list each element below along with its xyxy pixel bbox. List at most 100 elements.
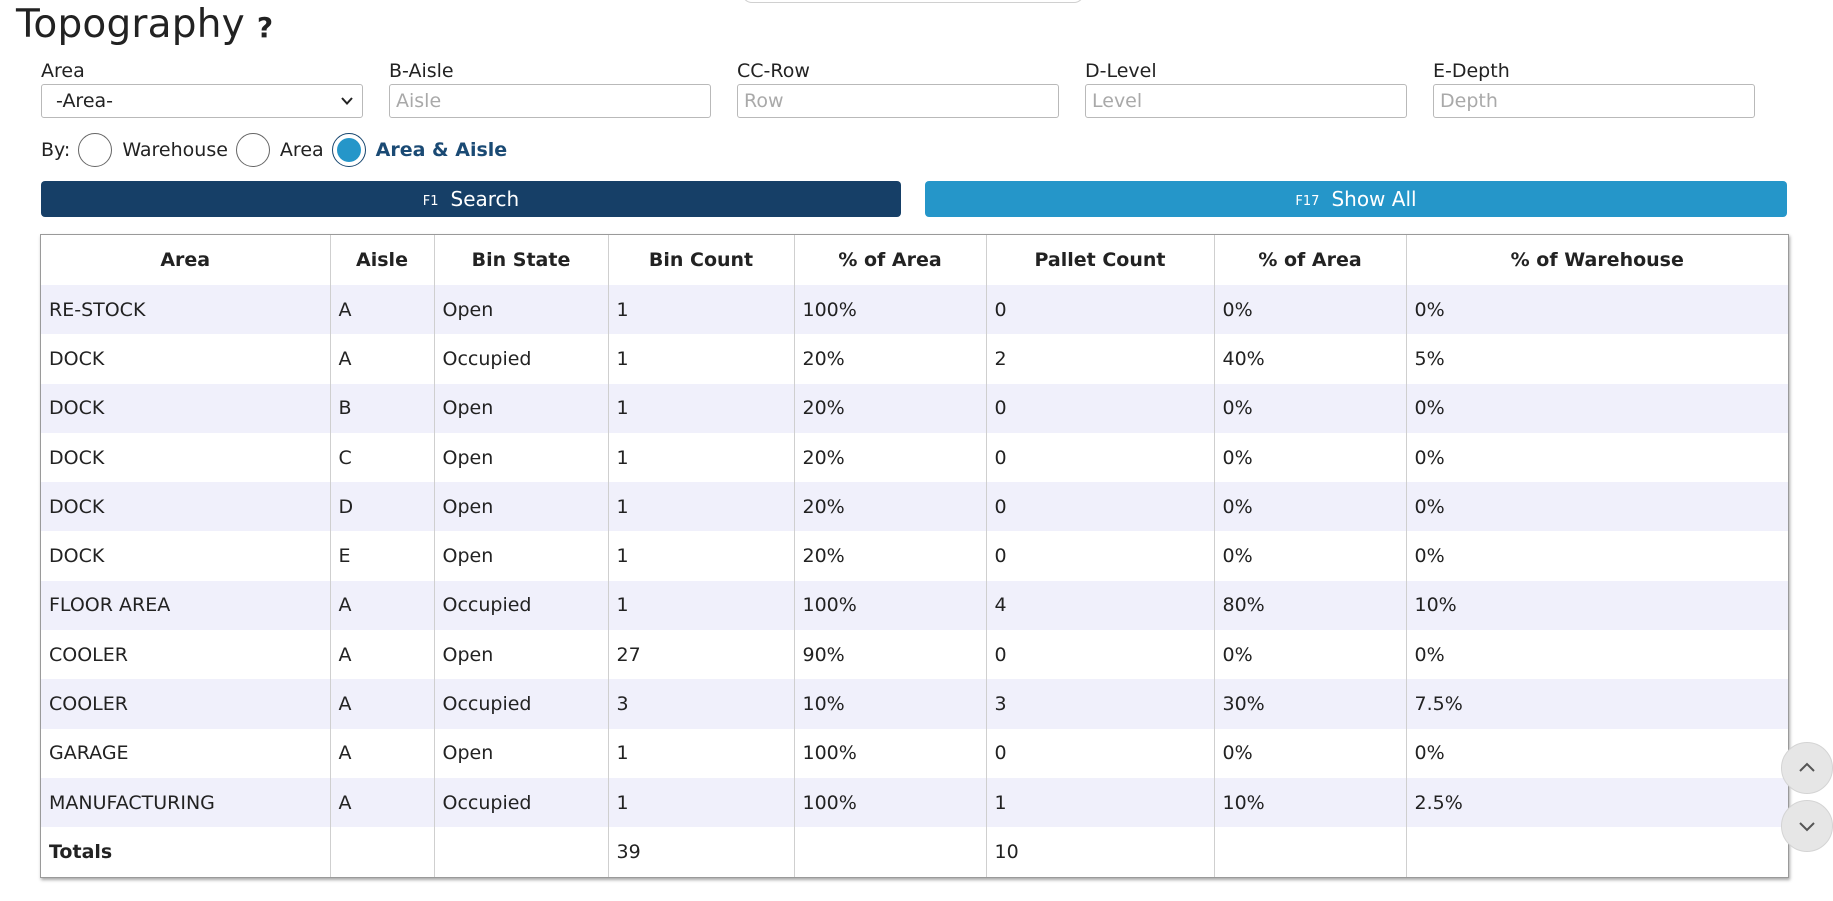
aisle-label: B-Aisle: [389, 60, 454, 82]
table-cell: [1214, 827, 1407, 877]
chevron-up-icon: [1799, 762, 1815, 772]
help-icon[interactable]: ?: [256, 11, 274, 44]
table-row[interactable]: DOCK E Open 1 20% 0 0% 0%: [41, 531, 1788, 581]
table-row[interactable]: COOLER A Occupied 3 10% 3 30% 7.5%: [41, 679, 1788, 729]
chevron-down-icon: [341, 97, 353, 105]
table-cell: 80%: [1214, 580, 1407, 631]
table-cell: Open: [434, 432, 609, 483]
table-cell: A: [330, 580, 435, 631]
table-row[interactable]: DOCK C Open 1 20% 0 0% 0%: [41, 432, 1788, 483]
table-cell: Open: [434, 630, 609, 680]
table-cell: 3: [608, 679, 795, 729]
table-cell: Occupied: [434, 679, 609, 729]
depth-filter: E-Depth: [1433, 60, 1755, 118]
table-cell: Open: [434, 531, 609, 581]
show-all-button[interactable]: F17 Show All: [925, 181, 1787, 217]
table-cell: DOCK: [41, 531, 331, 581]
table-cell: Occupied: [434, 580, 609, 631]
table-cell: C: [330, 432, 435, 483]
filter-bar: Area -Area- B-Aisle CC-Row D-Level E-Dep…: [41, 60, 1755, 118]
table-cell: 20%: [794, 432, 987, 483]
table-cell: 0: [986, 630, 1215, 680]
top-handle: [742, 0, 1084, 3]
column-header[interactable]: % of Warehouse: [1406, 235, 1788, 285]
table-cell: 0: [986, 728, 1215, 778]
table-cell: 30%: [1214, 679, 1407, 729]
column-header[interactable]: Area: [41, 235, 331, 285]
radio-warehouse[interactable]: [78, 133, 113, 167]
table-cell: D: [330, 482, 435, 532]
table-row[interactable]: DOCK B Open 1 20% 0 0% 0%: [41, 383, 1788, 433]
table-cell: A: [330, 630, 435, 680]
table-cell: 0%: [1214, 630, 1407, 680]
radio-area[interactable]: [235, 133, 270, 167]
aisle-input[interactable]: [389, 84, 711, 118]
row-label: CC-Row: [737, 60, 810, 82]
column-header[interactable]: % of Area: [1214, 235, 1407, 285]
table-cell: 0%: [1406, 285, 1788, 335]
radio-area-aisle[interactable]: [331, 133, 366, 167]
totals-label: Totals: [41, 827, 331, 877]
table-cell: 0: [986, 285, 1215, 335]
table-cell: [330, 827, 435, 877]
depth-label: E-Depth: [1433, 60, 1510, 82]
topography-table: Area Aisle Bin State Bin Count % of Area…: [40, 234, 1789, 878]
column-header[interactable]: Aisle: [330, 235, 435, 285]
search-button-label: Search: [450, 187, 520, 211]
table-header-row: Area Aisle Bin State Bin Count % of Area…: [41, 235, 1788, 285]
search-button[interactable]: F1 Search: [41, 181, 901, 217]
table-cell: 0: [986, 531, 1215, 581]
table-cell: FLOOR AREA: [41, 580, 331, 631]
table-row[interactable]: COOLER A Open 27 90% 0 0% 0%: [41, 630, 1788, 680]
row-filter: CC-Row: [737, 60, 1059, 118]
table-cell: 1: [608, 728, 795, 778]
table-cell: MANUFACTURING: [41, 777, 331, 828]
area-label: Area: [41, 60, 85, 82]
scroll-up-button[interactable]: [1781, 742, 1833, 794]
table-row[interactable]: DOCK A Occupied 1 20% 2 40% 5%: [41, 334, 1788, 384]
table-cell: 0%: [1214, 531, 1407, 581]
table-row[interactable]: MANUFACTURING A Occupied 1 100% 1 10% 2.5%: [41, 777, 1788, 828]
scroll-down-button[interactable]: [1781, 800, 1833, 852]
table-cell: 1: [608, 580, 795, 631]
table-cell: 2: [986, 334, 1215, 384]
depth-input[interactable]: [1433, 84, 1755, 118]
table-cell: 100%: [794, 285, 987, 335]
table-row[interactable]: FLOOR AREA A Occupied 1 100% 4 80% 10%: [41, 580, 1788, 631]
column-header[interactable]: Pallet Count: [986, 235, 1215, 285]
table-cell: Open: [434, 383, 609, 433]
table-cell: DOCK: [41, 334, 331, 384]
column-header[interactable]: Bin Count: [608, 235, 795, 285]
table-cell: 7.5%: [1406, 679, 1788, 729]
radio-area-aisle-label[interactable]: Area & Aisle: [375, 139, 508, 161]
table-row[interactable]: GARAGE A Open 1 100% 0 0% 0%: [41, 728, 1788, 778]
area-select[interactable]: -Area-: [41, 84, 363, 118]
table-cell: 0%: [1214, 728, 1407, 778]
level-input[interactable]: [1085, 84, 1407, 118]
page-title: Topography: [16, 2, 245, 47]
table-cell: 5%: [1406, 334, 1788, 384]
aisle-filter: B-Aisle: [389, 60, 711, 118]
table-cell: DOCK: [41, 432, 331, 483]
table-cell: 4: [986, 580, 1215, 631]
table-cell: 0%: [1406, 482, 1788, 532]
table-cell: 100%: [794, 777, 987, 828]
column-header[interactable]: % of Area: [794, 235, 987, 285]
table-cell: 1: [608, 285, 795, 335]
radio-area-label[interactable]: Area: [279, 139, 324, 161]
column-header[interactable]: Bin State: [434, 235, 609, 285]
table-cell: 0%: [1406, 728, 1788, 778]
search-shortcut-key: F1: [422, 193, 439, 209]
table-cell: 1: [608, 777, 795, 828]
table-cell: Open: [434, 285, 609, 335]
table-row[interactable]: DOCK D Open 1 20% 0 0% 0%: [41, 482, 1788, 532]
table-cell: 40%: [1214, 334, 1407, 384]
totals-bin-count: 39: [608, 827, 795, 877]
table-cell: [434, 827, 609, 877]
table-cell: 10%: [1214, 777, 1407, 828]
table-cell: 0: [986, 482, 1215, 532]
row-input[interactable]: [737, 84, 1059, 118]
table-cell: DOCK: [41, 383, 331, 433]
radio-warehouse-label[interactable]: Warehouse: [122, 139, 228, 161]
table-row[interactable]: RE-STOCK A Open 1 100% 0 0% 0%: [41, 285, 1788, 335]
